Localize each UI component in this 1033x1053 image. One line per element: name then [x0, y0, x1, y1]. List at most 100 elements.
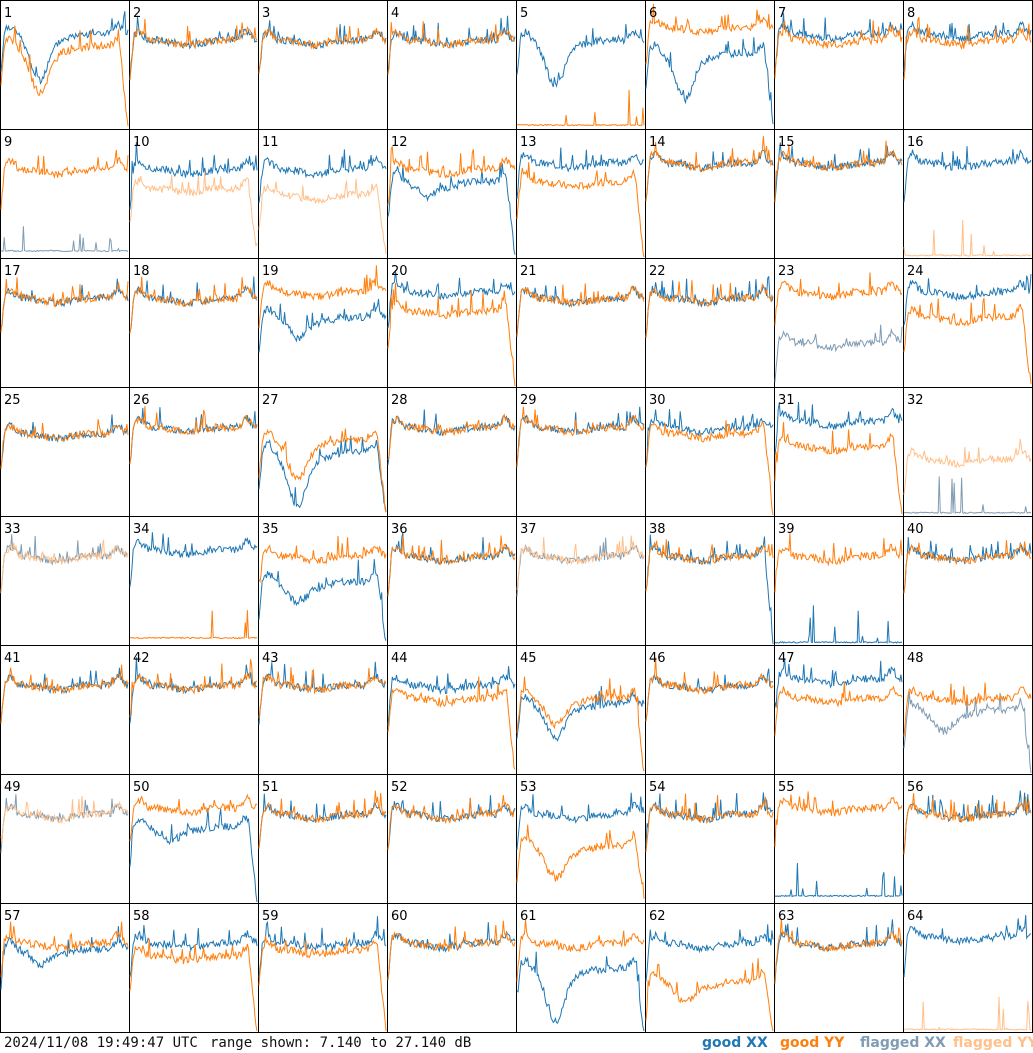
panel-label: 28 — [391, 393, 408, 408]
series-xx-good — [258, 793, 387, 848]
panel-46: 46 — [645, 645, 775, 775]
series-yy-good — [516, 919, 645, 982]
panel-label: 44 — [391, 651, 408, 666]
panel-13: 13 — [516, 129, 646, 259]
panel-label: 2 — [133, 6, 141, 21]
panel-frame — [387, 129, 517, 259]
panel-label: 64 — [907, 909, 924, 924]
series-xx-good — [516, 23, 645, 88]
series-yy-good — [387, 21, 516, 75]
panel-label: 41 — [4, 651, 21, 666]
panel-frame — [516, 903, 646, 1033]
panel-label: 55 — [778, 780, 795, 795]
panel-frame — [903, 516, 1033, 646]
series-yy-good — [258, 790, 387, 849]
panel-frame — [387, 0, 517, 130]
legend-good-yy: good YY — [780, 1035, 845, 1051]
series-xx-good — [387, 270, 516, 329]
panel-53: 53 — [516, 774, 646, 904]
panel-label: 54 — [649, 780, 666, 795]
series-xx-good — [0, 11, 129, 85]
series-yy-good — [129, 18, 258, 81]
panel-28: 28 — [387, 387, 517, 517]
panel-label: 43 — [262, 651, 279, 666]
panel-33: 33 — [0, 516, 130, 646]
series-xx-good — [516, 685, 645, 742]
panel-26: 26 — [129, 387, 259, 517]
series-xx-flagged — [903, 476, 1032, 514]
series-yy-good — [387, 676, 516, 770]
panel-frame — [258, 774, 388, 904]
panel-50: 50 — [129, 774, 259, 904]
panel-frame — [129, 258, 259, 388]
panel-label: 37 — [520, 522, 537, 537]
series-xx-good — [258, 435, 387, 513]
panel-24: 24 — [903, 258, 1033, 388]
panel-frame — [0, 516, 130, 646]
series-yy-good — [129, 938, 258, 1032]
series-yy-flagged — [516, 535, 645, 591]
series-xx-good — [258, 559, 387, 641]
panel-label: 7 — [778, 6, 786, 21]
panel-label: 39 — [778, 522, 795, 537]
series-xx-good — [774, 605, 903, 644]
panel-42: 42 — [129, 645, 259, 775]
panel-label: 59 — [262, 909, 279, 924]
series-xx-good — [0, 667, 129, 723]
panel-49: 49 — [0, 774, 130, 904]
panel-label: 46 — [649, 651, 666, 666]
panel-label: 50 — [133, 780, 150, 795]
series-yy-good — [129, 610, 258, 640]
panel-label: 56 — [907, 780, 924, 795]
series-xx-good — [129, 142, 258, 210]
series-yy-good — [129, 406, 258, 464]
panel-41: 41 — [0, 645, 130, 775]
panel-label: 23 — [778, 264, 795, 279]
panel-frame — [258, 516, 388, 646]
panel-48: 48 — [903, 645, 1033, 775]
panel-14: 14 — [645, 129, 775, 259]
panel-label: 29 — [520, 393, 537, 408]
panel-frame — [129, 387, 259, 517]
panel-label: 17 — [4, 264, 21, 279]
panel-label: 22 — [649, 264, 666, 279]
panel-62: 62 — [645, 903, 775, 1033]
panel-frame — [774, 516, 904, 646]
panel-label: 13 — [520, 135, 537, 150]
panel-label: 8 — [907, 6, 915, 21]
panel-35: 35 — [258, 516, 388, 646]
series-yy-flagged — [903, 996, 1032, 1031]
panel-label: 21 — [520, 264, 537, 279]
panel-43: 43 — [258, 645, 388, 775]
series-xx-good — [645, 276, 774, 337]
legend-flagged-xx: flagged XX — [860, 1035, 946, 1051]
panel-31: 31 — [774, 387, 904, 517]
series-yy-flagged — [903, 219, 1032, 257]
panel-56: 56 — [903, 774, 1033, 904]
panel-label: 61 — [520, 909, 537, 924]
series-yy-good — [258, 667, 387, 719]
panel-frame — [387, 387, 517, 517]
series-yy-good — [903, 682, 1032, 737]
series-yy-good — [387, 535, 516, 597]
series-yy-good — [387, 146, 516, 206]
legend-flagged-yy: flagged YY — [953, 1035, 1033, 1051]
panel-9: 9 — [0, 129, 130, 259]
panel-47: 47 — [774, 645, 904, 775]
series-xx-good — [387, 163, 516, 255]
series-yy-good — [387, 413, 516, 461]
panel-2: 2 — [129, 0, 259, 130]
panel-52: 52 — [387, 774, 517, 904]
series-yy-flagged — [129, 171, 258, 247]
panel-label: 11 — [262, 135, 279, 150]
panel-label: 26 — [133, 393, 150, 408]
series-yy-flagged — [0, 539, 129, 594]
series-yy-good — [387, 794, 516, 850]
panel-frame — [0, 387, 130, 517]
panel-label: 62 — [649, 909, 666, 924]
series-yy-good — [774, 20, 903, 79]
panel-4: 4 — [387, 0, 517, 130]
legend-good-xx: good XX — [702, 1035, 768, 1051]
series-yy-good — [774, 140, 903, 203]
series-yy-good — [774, 791, 903, 847]
